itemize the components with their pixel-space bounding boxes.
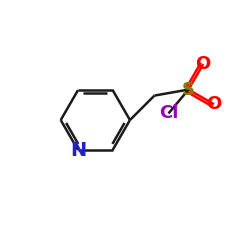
Text: Cl: Cl [159,104,178,122]
Text: O: O [206,95,222,113]
Text: S: S [182,80,195,98]
Text: N: N [70,140,86,160]
Text: O: O [196,55,211,73]
